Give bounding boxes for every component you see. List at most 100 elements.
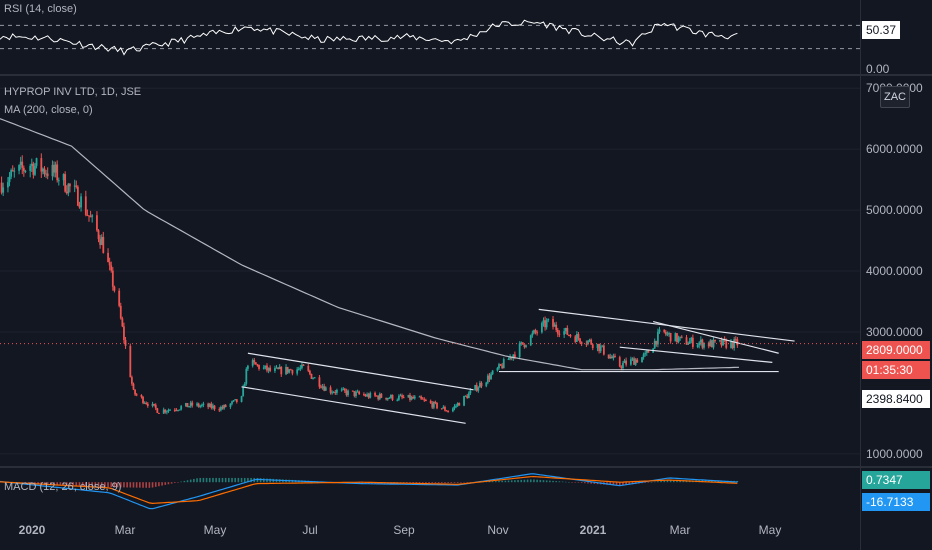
macd-histogram-bar (243, 477, 246, 483)
candle-body (690, 337, 693, 342)
candle-body (296, 369, 299, 374)
candle-body (625, 360, 628, 365)
candle-body (267, 367, 270, 371)
macd-histogram-bar (542, 480, 545, 483)
candle-body (421, 398, 424, 400)
macd-histogram-bar (672, 480, 675, 483)
candle-body (62, 174, 65, 181)
macd-histogram-bar (107, 482, 109, 488)
rsi-last-value-tag: 50.37 (862, 21, 901, 39)
candle-body (598, 343, 601, 352)
time-axis-label: Nov (487, 523, 508, 537)
candle-body (324, 387, 327, 391)
candle-body (297, 368, 300, 370)
candle-body (32, 163, 35, 175)
candle-body (366, 394, 368, 397)
candle-body (676, 333, 678, 342)
macd-histogram-bar (78, 482, 81, 486)
candle-body (731, 341, 734, 348)
candle-body (599, 346, 602, 352)
candle-body (512, 354, 515, 359)
candle-body (452, 408, 454, 412)
macd-histogram-bar (558, 481, 561, 483)
candle-body (712, 339, 715, 348)
candle-body (7, 182, 9, 188)
candle-body (347, 390, 349, 396)
candle-body (623, 360, 626, 364)
macd-histogram-bar (69, 482, 71, 486)
candle-body (54, 164, 57, 173)
candle-body (679, 336, 682, 338)
candle-body (696, 345, 699, 347)
candle-body (134, 389, 136, 395)
candle-body (386, 397, 389, 400)
candle-body (590, 339, 593, 345)
candle-body (42, 168, 44, 172)
candle-body (323, 386, 326, 391)
candle-body (396, 399, 399, 401)
macd-histogram-bar (46, 482, 49, 485)
macd-histogram-bar (50, 482, 52, 485)
candle-body (335, 389, 338, 393)
candle-body (19, 161, 22, 166)
candle-body (680, 336, 683, 338)
rsi-legend: RSI (14, close) (4, 3, 77, 15)
ma-value-tag: 2398.8400 (862, 390, 930, 408)
candle-body (329, 387, 332, 393)
candle-body (69, 183, 71, 187)
macd-histogram-bar (456, 482, 459, 483)
candle-body (320, 386, 322, 388)
candle-body (108, 262, 111, 266)
candle-body (334, 392, 337, 394)
candle-body (447, 411, 450, 413)
signal-line (0, 475, 738, 505)
time-axis[interactable]: 2020 Mar May Jul Sep Nov 2021 Mar May (0, 512, 860, 550)
currency-badge[interactable]: ZAC (880, 86, 910, 108)
macd-histogram-bar (440, 482, 443, 484)
macd-histogram-bar (498, 480, 500, 483)
candle-body (340, 389, 343, 391)
candle-body (78, 205, 81, 208)
macd-histogram-bar (205, 477, 208, 483)
macd-histogram-bar (545, 480, 548, 483)
candle-body (234, 399, 237, 401)
candle-body (308, 370, 311, 374)
macd-histogram-bar (714, 480, 716, 483)
macd-histogram-bar (529, 479, 532, 483)
macd-histogram-bar (526, 479, 529, 483)
candle-body (356, 391, 359, 393)
macd-pane[interactable]: MACD (12, 26, close, 9) (0, 468, 860, 512)
candle-body (57, 180, 60, 182)
candle-body (196, 403, 198, 406)
main-price-pane[interactable]: HYPROP INV LTD, 1D, JSE MA (200, close, … (0, 76, 860, 466)
candle-body (13, 170, 16, 172)
candle-body (455, 405, 457, 407)
candle-body (720, 340, 723, 346)
candle-body (191, 402, 194, 406)
macd-histogram-bar (37, 482, 39, 484)
pane-separator[interactable] (0, 466, 932, 468)
candle-body (580, 342, 583, 344)
candle-body (375, 395, 378, 397)
macd-histogram-bar (653, 481, 656, 483)
candle-body (24, 170, 27, 172)
candle-body (118, 290, 121, 306)
candle-body (202, 403, 205, 405)
macd-histogram-bar (75, 482, 78, 486)
candle-body (587, 340, 589, 344)
rsi-pane[interactable]: RSI (14, close) (0, 0, 860, 74)
candle-body (186, 403, 189, 408)
candle-body (531, 333, 534, 336)
pane-separator[interactable] (0, 74, 932, 76)
candle-body (299, 367, 302, 369)
macd-histogram-bar (135, 482, 138, 488)
candle-body (30, 163, 33, 166)
macd-histogram-bar (501, 480, 503, 483)
candle-body (711, 340, 713, 348)
candle-body (609, 356, 612, 359)
macd-histogram-bar (520, 479, 523, 483)
candle-body (612, 355, 615, 359)
candle-body (507, 358, 510, 360)
candle-body (474, 385, 477, 391)
macd-histogram-bar (151, 482, 154, 488)
